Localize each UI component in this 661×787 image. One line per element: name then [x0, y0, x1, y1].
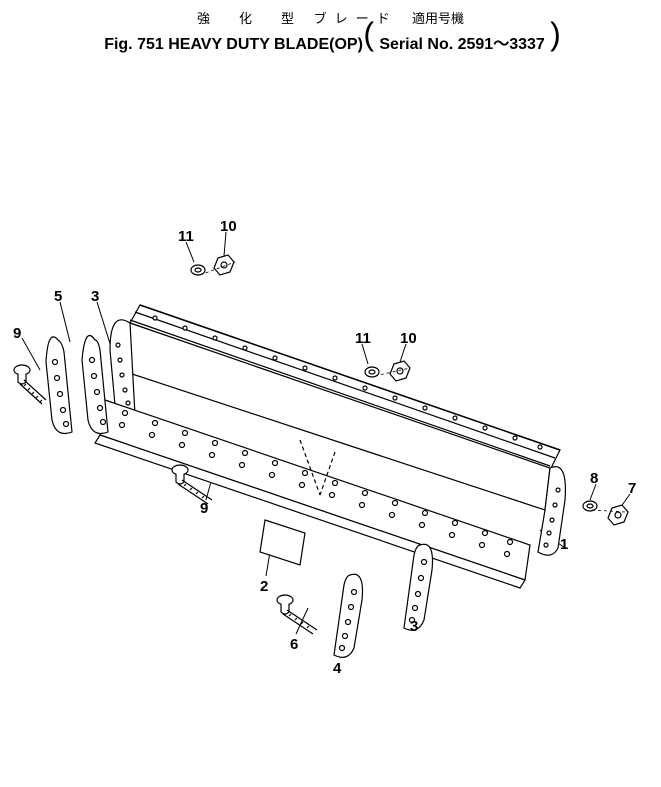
callout-10: 10: [400, 330, 417, 347]
callout-9: 9: [13, 325, 21, 342]
nut-part-10-upper: [214, 255, 234, 275]
callout-5: 5: [54, 288, 62, 305]
callout-6: 6: [290, 636, 298, 653]
callout-1: 1: [560, 536, 568, 553]
exploded-diagram: [0, 0, 661, 787]
callout-2: 2: [260, 578, 268, 595]
callout-11: 11: [355, 330, 371, 347]
callout-3: 3: [410, 618, 418, 635]
callout-3: 3: [91, 288, 99, 305]
end-bit-part-4: [334, 574, 363, 657]
callout-4: 4: [333, 660, 341, 677]
washer-part-8: [583, 501, 597, 511]
callout-8: 8: [590, 470, 598, 487]
callout-10: 10: [220, 218, 237, 235]
washer-part-11-upper: [191, 265, 205, 275]
end-bit-part-5: [46, 337, 72, 434]
nut-part-7: [608, 505, 628, 525]
callout-7: 7: [628, 480, 636, 497]
bolt-part-9-upper: [14, 365, 46, 404]
callout-11: 11: [178, 228, 194, 245]
callout-9: 9: [200, 500, 208, 517]
nut-part-10-middle: [390, 361, 410, 381]
end-bit-part-3-upper: [82, 336, 108, 434]
bolt-part-6: [277, 595, 317, 634]
